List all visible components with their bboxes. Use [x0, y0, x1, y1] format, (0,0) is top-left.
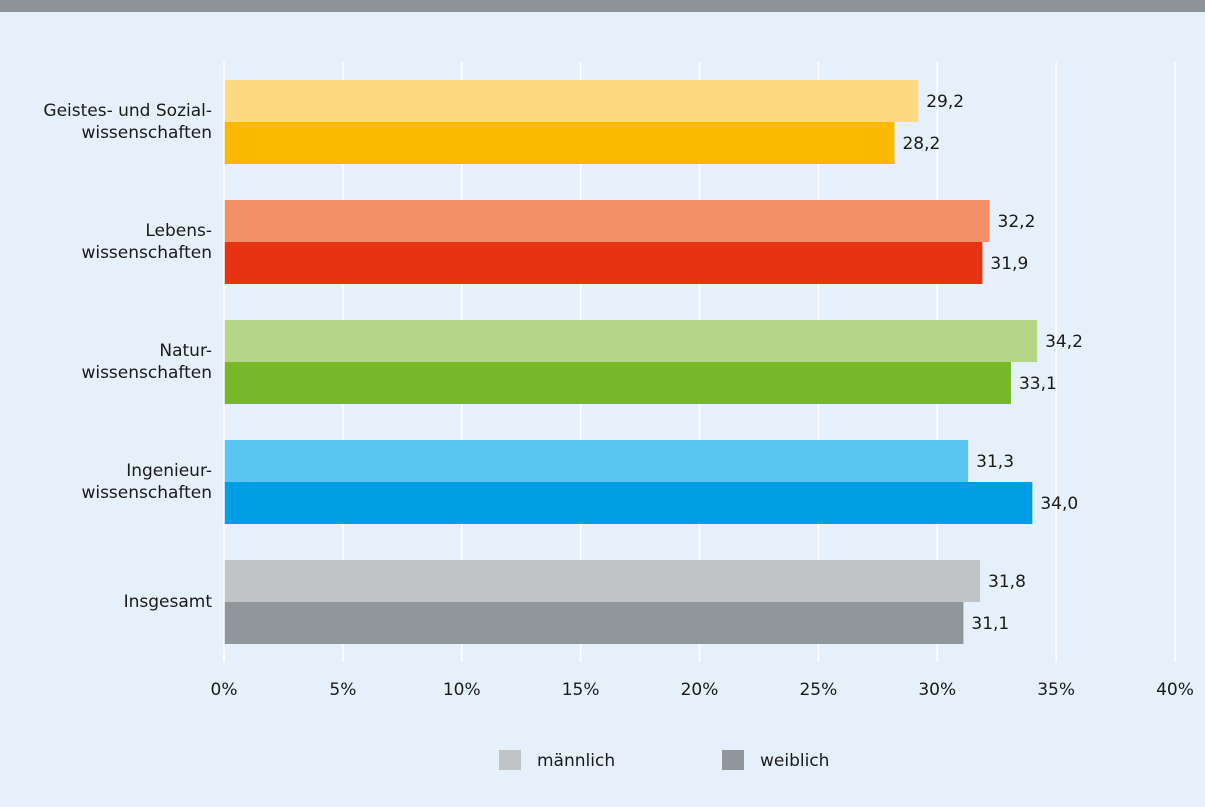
x-tick-label: 30% [918, 680, 956, 700]
value-label: 34,2 [1045, 332, 1083, 352]
x-tick-label: 25% [799, 680, 837, 700]
x-tick-label: 0% [211, 680, 238, 700]
legend-label: männlich [537, 751, 615, 771]
value-label: 32,2 [998, 212, 1036, 232]
category-label: Geistes- und Sozial- wissenschaften [43, 101, 212, 143]
bar [224, 482, 1033, 524]
x-tick-label: 15% [562, 680, 600, 700]
x-tick-label: 5% [329, 680, 356, 700]
legend-swatch [499, 750, 521, 770]
category-label: Natur- wissenschaften [81, 341, 212, 383]
value-label: 34,0 [1040, 494, 1078, 514]
x-tick-label: 20% [681, 680, 719, 700]
value-label: 31,3 [976, 452, 1014, 472]
bar [224, 362, 1011, 404]
value-label: 29,2 [926, 92, 964, 112]
bar [224, 80, 919, 122]
category-label: Lebens- wissenschaften [81, 221, 212, 263]
category-label: Ingenieur- wissenschaften [81, 461, 212, 503]
bar [224, 440, 969, 482]
top-bar [0, 0, 1205, 12]
bar [224, 560, 981, 602]
value-label: 33,1 [1019, 374, 1057, 394]
x-tick-label: 40% [1156, 680, 1194, 700]
value-label: 31,8 [988, 572, 1026, 592]
category-label: Insgesamt [123, 592, 212, 612]
legend-label: weiblich [760, 751, 829, 771]
bar [224, 242, 983, 284]
value-label: 28,2 [902, 134, 940, 154]
bar [224, 122, 895, 164]
legend-swatch [722, 750, 744, 770]
bar [224, 200, 990, 242]
x-tick-label: 35% [1037, 680, 1075, 700]
value-label: 31,1 [971, 614, 1009, 634]
x-tick-label: 10% [443, 680, 481, 700]
bar [224, 320, 1038, 362]
bar [224, 602, 964, 644]
value-label: 31,9 [990, 254, 1028, 274]
